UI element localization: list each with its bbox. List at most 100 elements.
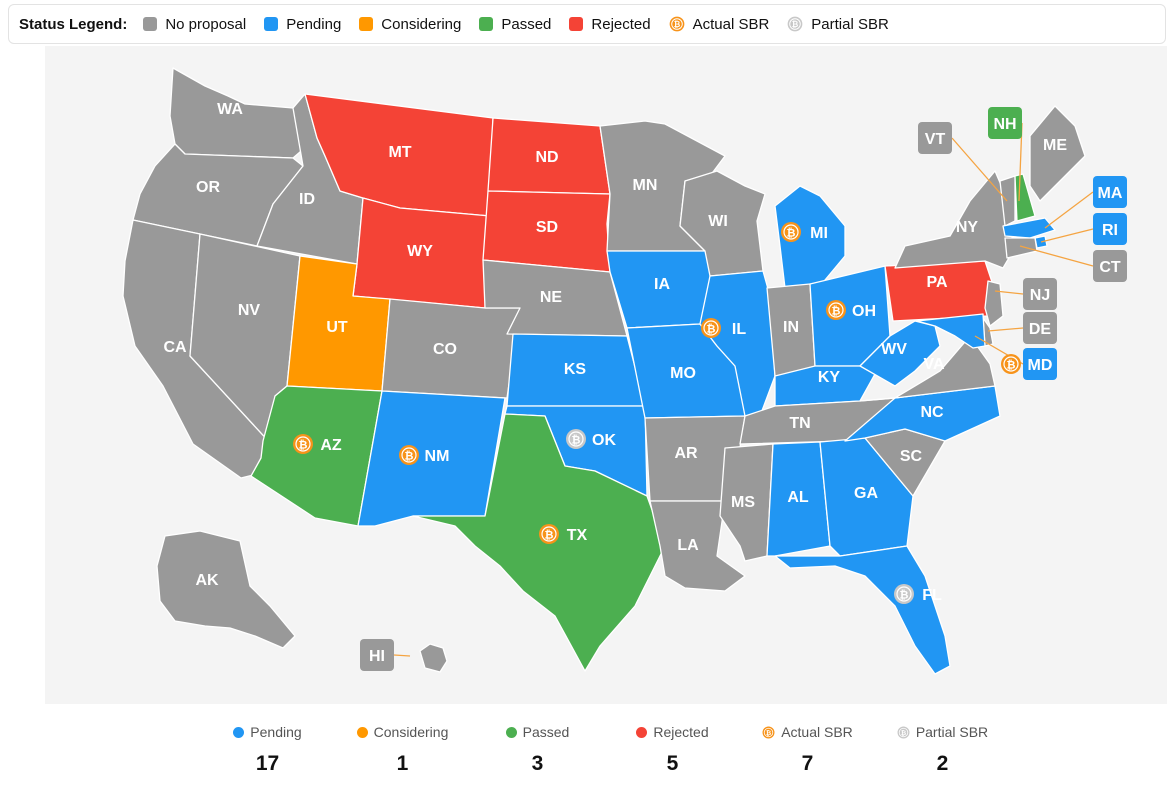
leader-line — [987, 327, 1024, 332]
state-hi[interactable] — [419, 643, 448, 673]
state-label: AR — [674, 445, 698, 462]
svg-text:₿: ₿ — [572, 435, 581, 447]
bitcoin-icon: ₿ — [826, 300, 846, 320]
state-label: ME — [1043, 137, 1067, 154]
state-va[interactable] — [859, 335, 996, 402]
bitcoin-icon: ₿ — [781, 222, 801, 242]
us-map: WA OR CA NV ID MT WY UT AZ ₿ CO NM ₿ ND SD NE KS OK ₿ TX ₿ MN… — [45, 46, 1167, 704]
state-label: WY — [407, 243, 433, 260]
bitcoin-icon: ₿ — [897, 726, 910, 739]
state-label: MS — [731, 494, 755, 511]
bitcoin-icon: ₿ — [399, 445, 419, 465]
svg-text:₿: ₿ — [792, 20, 799, 29]
state-label-box-hi[interactable] — [360, 639, 394, 671]
leader-line — [951, 137, 1008, 202]
legend-swatch-rejected — [569, 17, 584, 31]
state-label-box-ma[interactable] — [1093, 176, 1127, 208]
legend-title: Status Legend: — [19, 15, 128, 33]
summary-label: Partial SBR — [915, 724, 989, 740]
state-label: VA — [923, 356, 944, 373]
state-fl[interactable] — [774, 545, 951, 675]
leader-line — [994, 290, 1024, 295]
legend-label: Passed — [501, 15, 552, 33]
legend-swatch-passed — [479, 17, 494, 31]
state-ct[interactable] — [1004, 237, 1038, 259]
state-ak[interactable] — [156, 530, 296, 649]
state-label: SC — [900, 448, 923, 465]
svg-text:₿: ₿ — [900, 590, 909, 602]
state-md[interactable] — [916, 313, 986, 349]
state-wv[interactable] — [859, 320, 941, 387]
state-mi[interactable] — [774, 185, 846, 289]
state-ny[interactable] — [894, 170, 1014, 269]
state-vt[interactable] — [999, 175, 1016, 227]
state-label: KS — [564, 361, 587, 378]
state-nj[interactable] — [984, 280, 1004, 327]
state-label: NJ — [1030, 287, 1050, 304]
status-dot — [636, 726, 648, 738]
bitcoin-icon: ₿ — [701, 318, 721, 338]
summary-label: Actual SBR — [781, 724, 853, 740]
state-label: KY — [818, 369, 841, 386]
state-label: CT — [1099, 259, 1121, 276]
us-map-svg: WA OR CA NV ID MT WY UT AZ ₿ CO NM ₿ ND SD NE KS OK ₿ TX ₿ MN… — [122, 67, 1127, 675]
state-label: MN — [633, 177, 658, 194]
state-pa[interactable] — [884, 260, 996, 322]
svg-text:₿: ₿ — [405, 451, 414, 463]
state-label: TN — [789, 415, 810, 432]
state-label-box-vt[interactable] — [918, 122, 952, 154]
leader-line — [393, 654, 411, 657]
state-label: VT — [925, 131, 946, 148]
legend-item-rejected: Rejected — [569, 16, 651, 33]
state-label: WA — [217, 101, 243, 118]
legend-swatch-pending — [264, 17, 279, 31]
status-legend: Status Legend: No proposal Pending Conside… — [8, 4, 1166, 44]
state-label: MT — [388, 144, 411, 161]
state-tx[interactable] — [412, 413, 666, 672]
legend-item-actual: ₿ Actual SBR — [669, 16, 769, 33]
state-ma[interactable] — [1002, 217, 1056, 239]
svg-text:₿: ₿ — [787, 228, 796, 240]
state-label: HI — [369, 648, 385, 665]
state-label: ID — [299, 191, 315, 208]
state-label-box-de[interactable] — [1023, 312, 1057, 344]
state-label-box-ct[interactable] — [1093, 250, 1127, 282]
state-label-box-nj[interactable] — [1023, 278, 1057, 310]
state-label-box-ri[interactable] — [1093, 213, 1127, 245]
state-wi[interactable] — [679, 170, 766, 277]
leader-line — [1044, 191, 1094, 229]
state-al[interactable] — [766, 441, 831, 557]
state-label: MI — [810, 225, 828, 242]
legend-item-considering: Considering — [359, 16, 461, 33]
bitcoin-icon: ₿ — [293, 434, 313, 454]
legend-item-none: No proposal — [143, 16, 246, 33]
summary-count: 5 — [666, 752, 679, 775]
summary-passed: Passed 3 — [470, 724, 605, 776]
state-label: SD — [536, 219, 558, 236]
svg-text:₿: ₿ — [299, 440, 308, 452]
state-label: IN — [783, 319, 799, 336]
bitcoin-icon: ₿ — [669, 16, 685, 32]
summary-count: 17 — [255, 752, 280, 775]
svg-text:₿: ₿ — [832, 306, 841, 318]
summary-pending: Pending 17 — [200, 724, 335, 776]
summary-count: 3 — [531, 752, 544, 775]
legend-item-partial: ₿ Partial SBR — [787, 16, 889, 33]
legend-item-passed: Passed — [479, 16, 551, 33]
state-label: LA — [677, 537, 699, 554]
state-label: CO — [433, 341, 457, 358]
state-label: MD — [1028, 357, 1053, 374]
state-label: AK — [195, 572, 219, 589]
svg-text:₿: ₿ — [545, 530, 554, 542]
state-label-box-nh[interactable] — [988, 107, 1022, 139]
state-label-box-md[interactable] — [1023, 348, 1057, 380]
bitcoin-icon: ₿ — [1001, 354, 1021, 374]
legend-swatch-considering — [359, 17, 374, 31]
state-label: WV — [881, 341, 907, 358]
status-dot — [505, 726, 517, 738]
state-label: NM — [425, 448, 450, 465]
summary-label: Considering — [373, 724, 449, 740]
state-me[interactable] — [1029, 105, 1086, 202]
summary-rejected: Rejected 5 — [605, 724, 740, 776]
summary-partial: ₿ Partial SBR 2 — [875, 724, 1010, 776]
